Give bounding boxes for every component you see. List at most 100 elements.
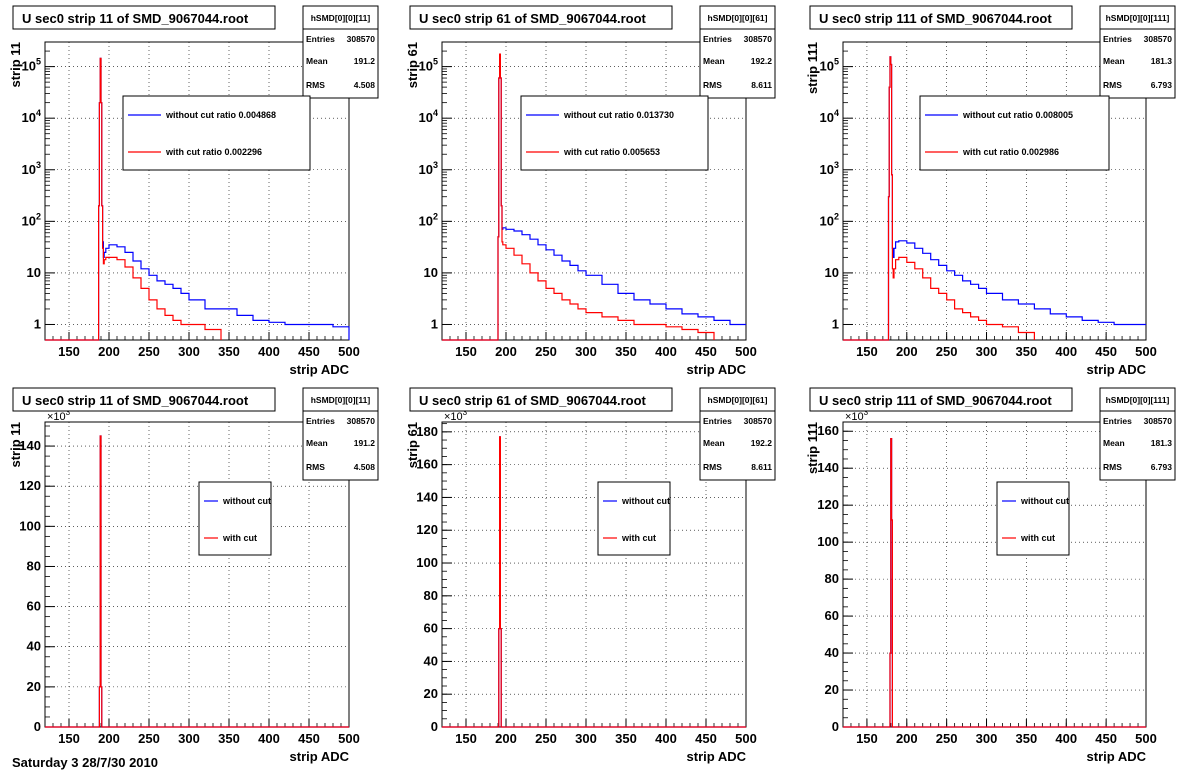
x-tick-label: 250 <box>936 731 958 746</box>
stats-label: Entries <box>1103 416 1132 426</box>
stats-label: Mean <box>1103 56 1125 66</box>
y-axis-label: strip 61 <box>405 42 420 88</box>
x-tick-label: 400 <box>1055 731 1077 746</box>
y-tick-label: 100 <box>19 518 41 533</box>
x-tick-label: 250 <box>535 344 557 359</box>
x-tick-label: 300 <box>178 344 200 359</box>
stats-value: 4.508 <box>354 462 376 472</box>
y-tick-label: 160 <box>817 423 839 438</box>
stats-value: 181.3 <box>1151 438 1173 448</box>
y-axis-label: strip 111 <box>805 42 820 94</box>
legend-entry: without cut ratio 0.008005 <box>962 110 1073 120</box>
y-tick-label: 60 <box>825 608 839 623</box>
y-tick-label: 140 <box>19 438 41 453</box>
stats-label: RMS <box>1103 80 1122 90</box>
stats-box <box>302 5 379 99</box>
x-tick-label: 200 <box>495 344 517 359</box>
stats-value: 308570 <box>744 416 773 426</box>
x-tick-label: 400 <box>258 344 280 359</box>
title-box <box>809 387 1073 412</box>
stats-label: RMS <box>703 80 722 90</box>
stats-label: Entries <box>306 416 335 426</box>
x-tick-label: 150 <box>455 731 477 746</box>
x-tick-label: 450 <box>1095 344 1117 359</box>
x-tick-label: 350 <box>218 731 240 746</box>
stats-label: RMS <box>306 80 325 90</box>
series-with-cut-line <box>843 56 1035 341</box>
y-tick-label: 140 <box>817 460 839 475</box>
stats-box <box>699 387 776 481</box>
x-tick-label: 150 <box>856 344 878 359</box>
x-tick-label: 450 <box>298 731 320 746</box>
stats-label: Entries <box>703 34 732 44</box>
x-tick-label: 450 <box>695 344 717 359</box>
panel-4: 150 200 250 300 350 400 450 500 0 20 40 60 80 100 120 1… <box>8 387 379 764</box>
panel-2: 150 200 250 300 350 400 450 500 1 10 102 103 104 105 U… <box>405 5 776 377</box>
series-with-cut-line <box>442 53 715 341</box>
y-tick-label: 100 <box>817 534 839 549</box>
x-tick-label: 250 <box>535 731 557 746</box>
panel-5: 150 200 250 300 350 400 450 500 0 20 40 60 80 100 120 1… <box>405 387 776 764</box>
y-tick-label: 0 <box>431 719 438 734</box>
stats-value: 8.611 <box>751 462 772 472</box>
y-tick-label: 180 <box>416 424 438 439</box>
x-tick-label: 300 <box>976 731 998 746</box>
stats-label: Mean <box>306 56 328 66</box>
y-tick-label: 80 <box>825 571 839 586</box>
chart-title: U sec0 strip 61 of SMD_9067044.root <box>419 11 647 26</box>
panel-6: 150 200 250 300 350 400 450 500 0 20 40 60 80 100 120 1… <box>805 387 1176 764</box>
plot-frame <box>441 421 747 728</box>
stats-label: Mean <box>703 438 725 448</box>
stats-value: 6.793 <box>1151 80 1173 90</box>
y-multiplier: ×103 <box>47 408 71 423</box>
x-tick-label: 400 <box>655 344 677 359</box>
y-multiplier: ×103 <box>444 408 468 423</box>
stats-value: 181.3 <box>1151 56 1173 66</box>
stats-value: 191.2 <box>354 438 376 448</box>
y-tick-label: 120 <box>817 497 839 512</box>
y-tick-label: 1 <box>431 316 438 331</box>
title-box <box>12 5 276 30</box>
stats-label: RMS <box>1103 462 1122 472</box>
y-tick-label: 103 <box>419 160 438 177</box>
legend-entry: without cut <box>621 496 670 506</box>
panel-3: 150 200 250 300 350 400 450 500 1 10 102 103 104 105 U… <box>805 5 1176 377</box>
footer-timestamp: Saturday 3 28/7/30 2010 <box>12 755 158 770</box>
x-tick-label: 200 <box>98 344 120 359</box>
x-axis-label: strip ADC <box>687 749 747 764</box>
x-tick-label: 150 <box>455 344 477 359</box>
x-tick-label: 350 <box>615 731 637 746</box>
y-axis-label: strip 11 <box>8 42 23 88</box>
stats-label: Mean <box>306 438 328 448</box>
stats-value: 308570 <box>1144 416 1173 426</box>
x-tick-label: 400 <box>655 731 677 746</box>
y-tick-label: 40 <box>825 645 839 660</box>
x-tick-label: 500 <box>338 731 360 746</box>
stats-value: 6.793 <box>1151 462 1173 472</box>
y-tick-label: 105 <box>419 57 438 74</box>
x-axis-label: strip ADC <box>290 749 350 764</box>
x-tick-label: 150 <box>58 344 80 359</box>
stats-hist-name: hSMD[0][0][111] <box>1106 395 1170 405</box>
y-axis-label: strip 111 <box>805 422 820 474</box>
x-axis-label: strip ADC <box>1087 362 1147 377</box>
title-box <box>409 387 673 412</box>
y-tick-label: 20 <box>424 686 438 701</box>
legend-entry: without cut <box>222 496 271 506</box>
x-tick-label: 450 <box>298 344 320 359</box>
plot-frame <box>44 41 350 341</box>
y-tick-label: 105 <box>22 57 41 74</box>
x-tick-label: 450 <box>1095 731 1117 746</box>
legend-box <box>198 481 272 556</box>
stats-label: Entries <box>306 34 335 44</box>
y-tick-label: 20 <box>825 682 839 697</box>
y-tick-label: 60 <box>27 599 41 614</box>
x-tick-label: 350 <box>1016 731 1038 746</box>
legend-entry: with cut <box>222 533 257 543</box>
stats-label: RMS <box>703 462 722 472</box>
y-tick-label: 120 <box>19 478 41 493</box>
series-with-cut-line <box>45 435 349 728</box>
chart-title: U sec0 strip 61 of SMD_9067044.root <box>419 393 647 408</box>
y-tick-label: 40 <box>27 639 41 654</box>
